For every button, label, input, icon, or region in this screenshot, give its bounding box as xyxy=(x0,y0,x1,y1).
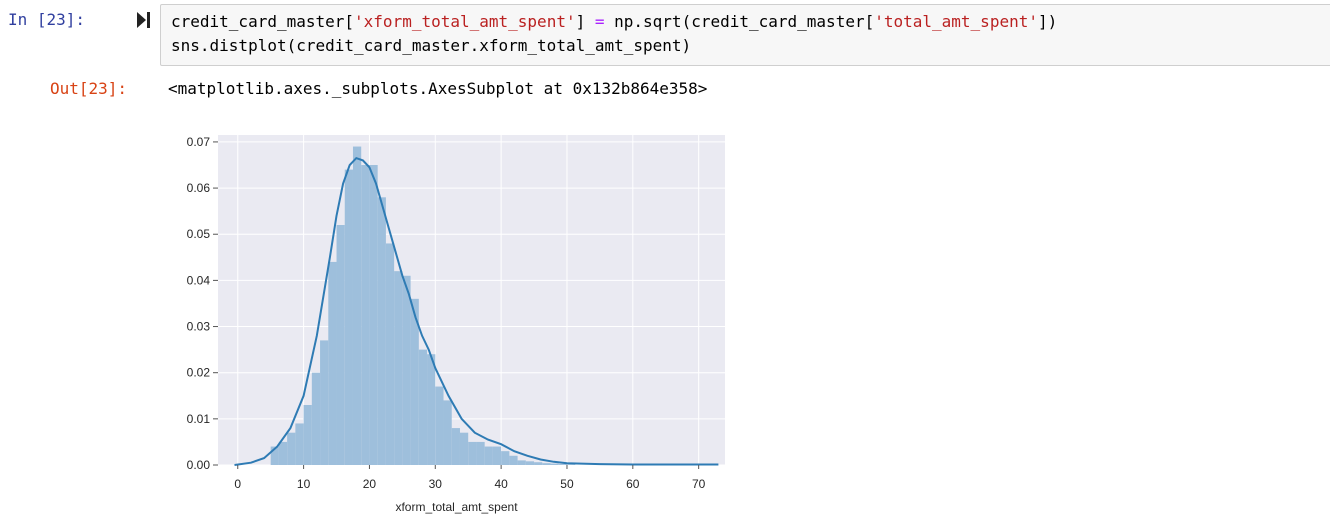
histogram-bar-5 xyxy=(311,372,321,465)
histogram-bar-6 xyxy=(320,340,329,465)
histogram-bar-4 xyxy=(303,405,312,465)
y-tick-label-5: 0.05 xyxy=(187,227,211,241)
histogram-bar-12 xyxy=(369,165,378,465)
y-tick-label-7: 0.07 xyxy=(187,135,211,149)
histogram-bar-7 xyxy=(328,261,337,465)
x-tick-label-7: 70 xyxy=(692,477,706,491)
histogram-bar-31 xyxy=(525,461,535,465)
histogram-bar-14 xyxy=(385,243,395,465)
histogram-bar-13 xyxy=(377,197,386,466)
histogram-bar-29 xyxy=(509,455,518,465)
x-tick-label-2: 20 xyxy=(363,477,377,491)
x-tick-label-6: 60 xyxy=(626,477,640,491)
histogram-bar-15 xyxy=(394,271,403,465)
histogram-bar-32 xyxy=(534,462,543,465)
y-tick-label-4: 0.04 xyxy=(187,273,211,287)
histogram-bar-22 xyxy=(451,428,460,465)
x-tick-label-3: 30 xyxy=(429,477,443,491)
x-tick-label-0: 0 xyxy=(234,477,241,491)
histogram-bars xyxy=(270,146,576,466)
histogram-bar-10 xyxy=(352,146,362,466)
histogram-bar-9 xyxy=(344,169,353,465)
code-line-2: sns.distplot(credit_card_master.xform_to… xyxy=(171,36,692,55)
y-tick-labels: 0.00 0.01 0.02 0.03 0.04 0.05 0.06 0.07 xyxy=(187,135,218,472)
x-tick-label-1: 10 xyxy=(297,477,311,491)
histogram-bar-21 xyxy=(443,400,452,465)
code-cell-input[interactable]: credit_card_master['xform_total_amt_spen… xyxy=(160,4,1330,66)
histogram-bar-30 xyxy=(517,460,526,465)
histogram-bar-35 xyxy=(558,464,567,465)
histogram-bar-3 xyxy=(295,423,304,465)
y-tick-label-3: 0.03 xyxy=(187,320,211,334)
histogram-bar-8 xyxy=(336,225,345,465)
histogram-bar-28 xyxy=(501,451,510,465)
histogram-bar-33 xyxy=(542,463,551,465)
x-axis-label: xform_total_amt_spent xyxy=(395,500,518,514)
histogram-bar-11 xyxy=(361,165,370,465)
histogram-bar-24 xyxy=(468,441,477,465)
histogram-bar-27 xyxy=(492,446,502,465)
kde-line xyxy=(234,156,719,466)
histogram-bar-19 xyxy=(427,354,436,465)
grid xyxy=(218,135,725,466)
y-tick-label-1: 0.01 xyxy=(187,412,211,426)
x-tick-label-5: 50 xyxy=(560,477,574,491)
y-tick-label-0: 0.00 xyxy=(187,458,211,472)
axes-background xyxy=(218,135,725,465)
x-tick-labels: 0 10 20 30 40 50 60 70 xyxy=(234,465,706,491)
histogram-bar-2 xyxy=(287,432,296,465)
histogram-bar-18 xyxy=(418,349,428,465)
histogram-bar-16 xyxy=(402,275,411,465)
out-prompt: Out[23]: xyxy=(50,79,128,98)
histogram-bar-1 xyxy=(278,441,288,465)
histogram-bar-17 xyxy=(410,298,419,465)
output-text: <matplotlib.axes._subplots.AxesSubplot a… xyxy=(168,79,708,98)
distplot-chart: 0 10 20 30 40 50 60 70 0.00 0.01 0.02 0.03 0.04 0.05… xyxy=(187,135,725,514)
histogram-bar-26 xyxy=(484,446,493,465)
histogram-bar-34 xyxy=(550,463,559,465)
run-cell-icon[interactable] xyxy=(133,9,155,31)
histogram-bar-23 xyxy=(459,432,469,465)
in-prompt: In [23]: xyxy=(8,10,86,29)
y-tick-label-6: 0.06 xyxy=(187,181,211,195)
code-line-1: credit_card_master['xform_total_amt_spen… xyxy=(171,12,1058,31)
histogram-bar-20 xyxy=(435,386,444,465)
histogram-bar-0 xyxy=(270,446,279,465)
histogram-bar-25 xyxy=(476,441,485,465)
x-tick-label-4: 40 xyxy=(494,477,508,491)
y-tick-label-2: 0.02 xyxy=(187,366,211,380)
